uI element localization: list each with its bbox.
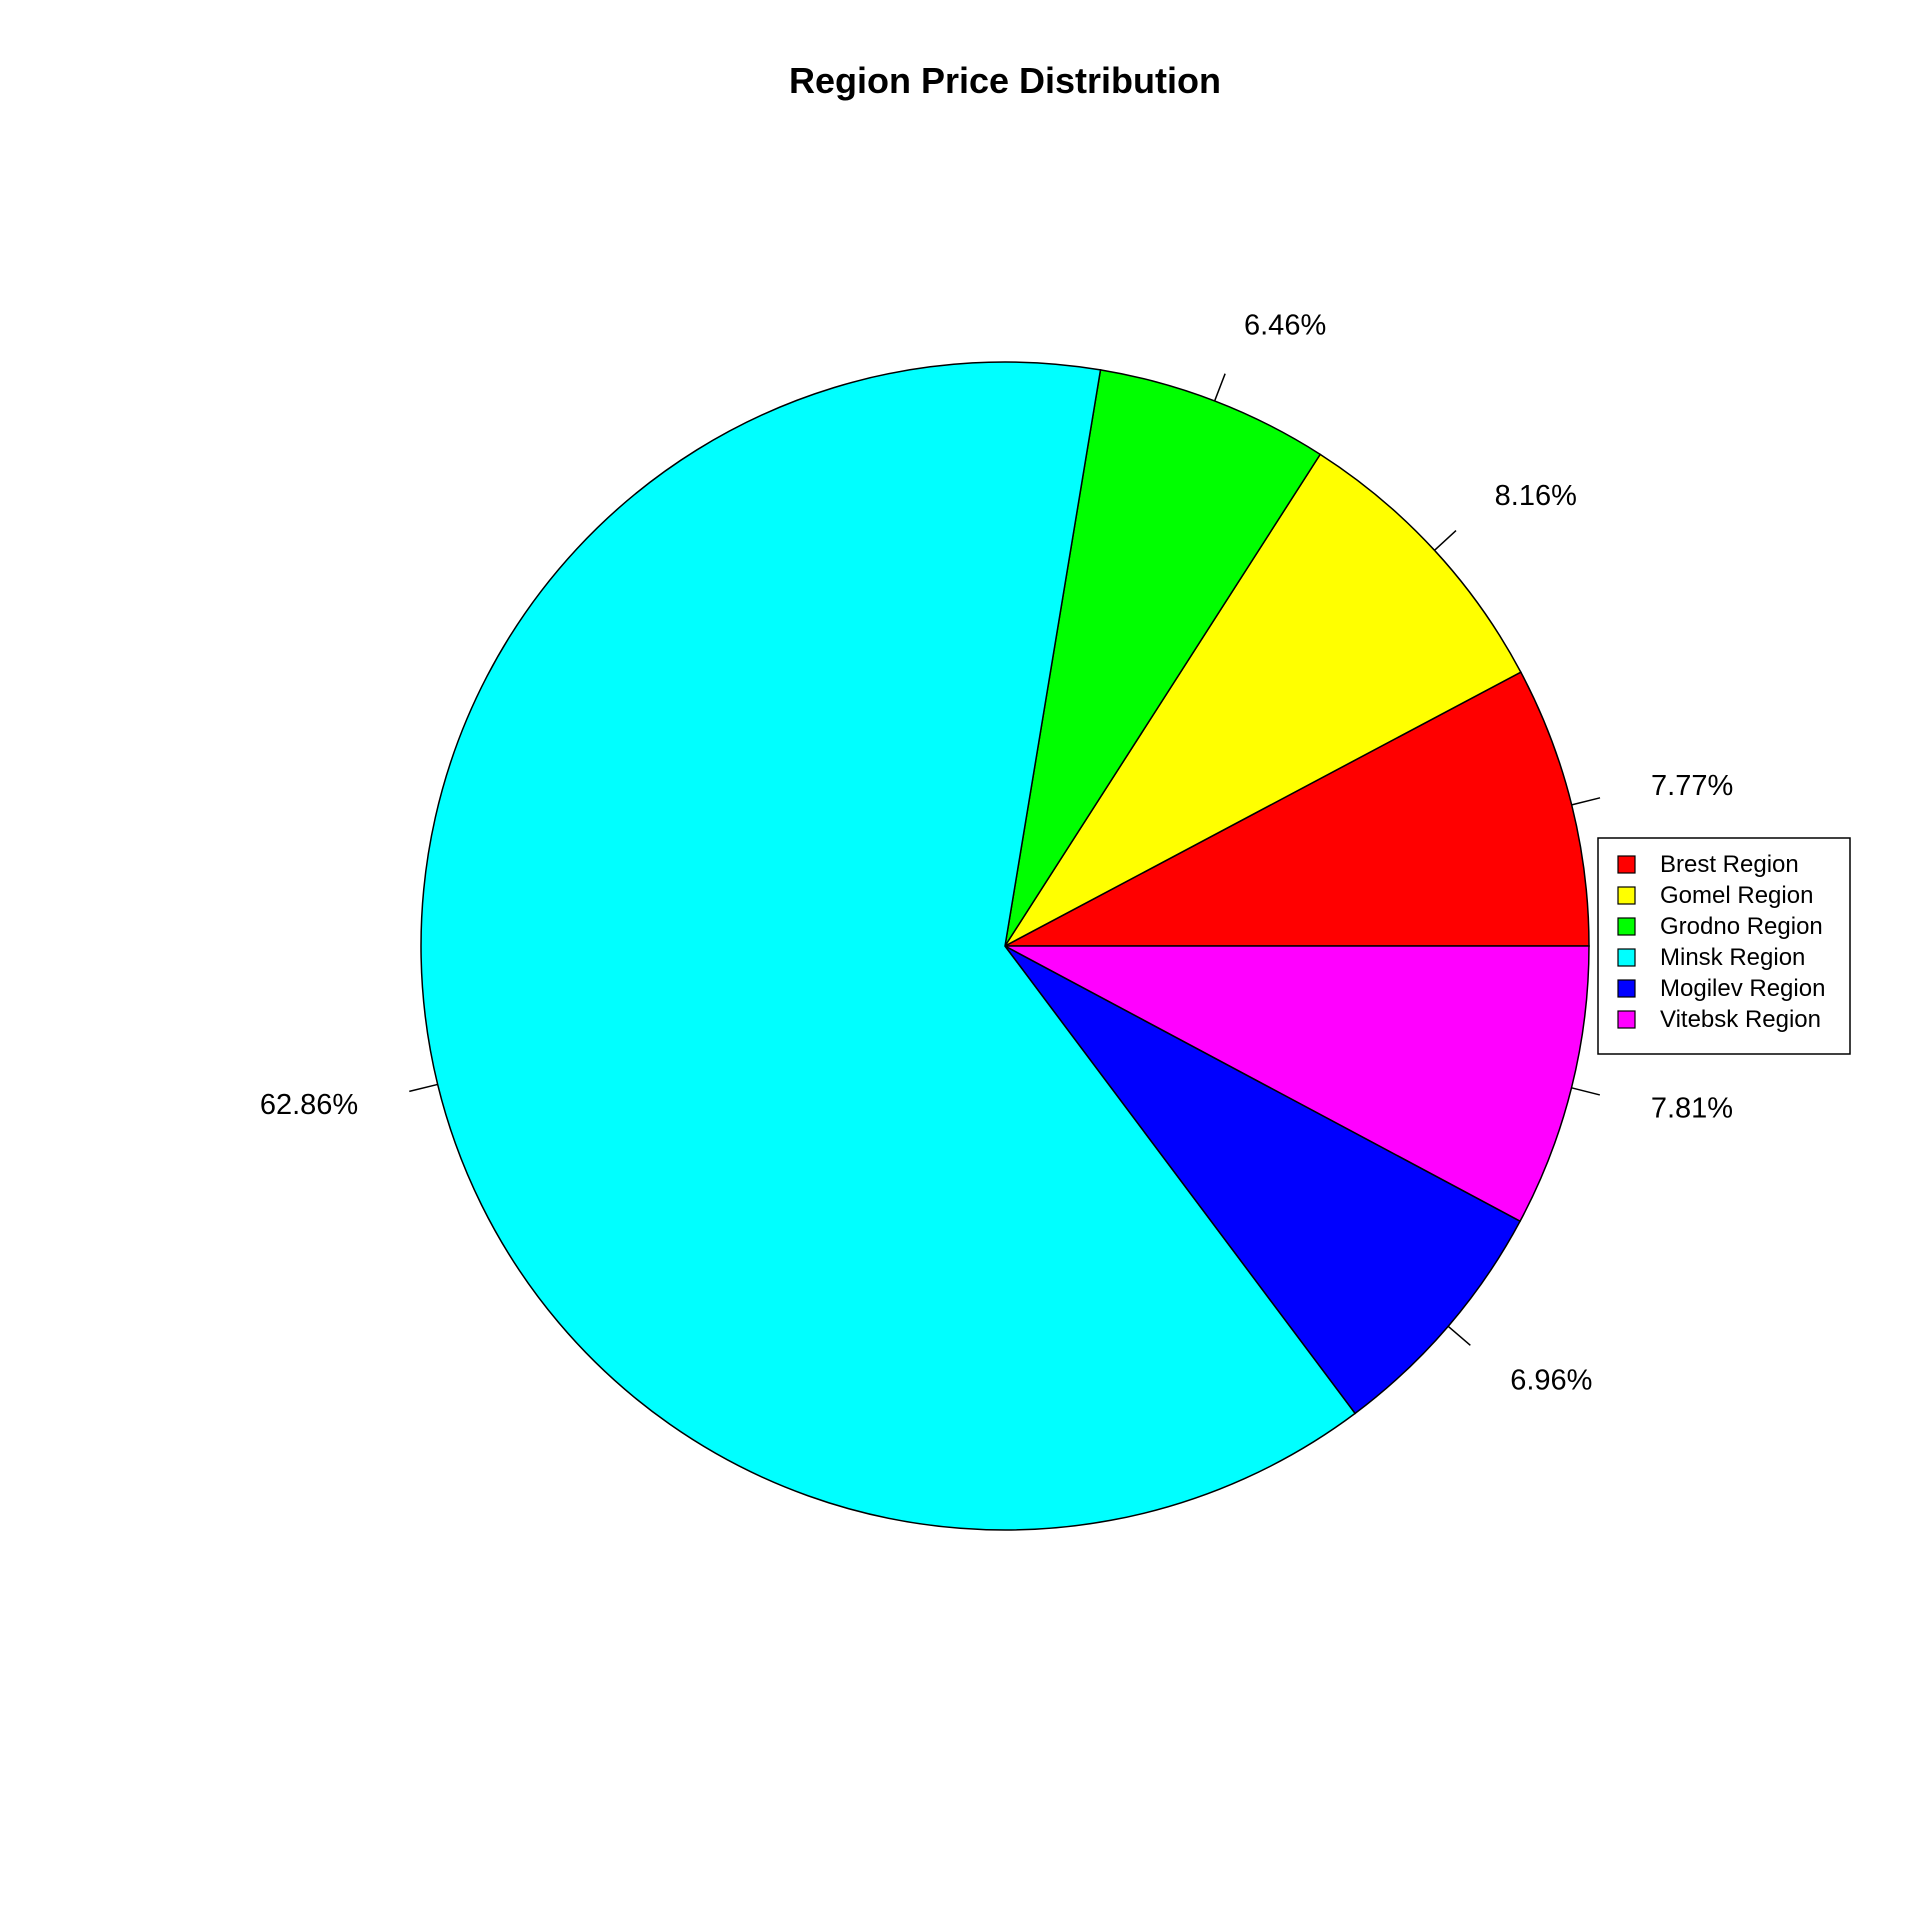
slice-label-tick	[1447, 1325, 1471, 1346]
legend-label: Grodno Region	[1660, 913, 1823, 940]
legend-label: Gomel Region	[1660, 882, 1813, 909]
slice-label-ticks	[409, 373, 1601, 1346]
legend: Brest Region Gomel Region Grodno Region Min…	[1597, 837, 1851, 1055]
legend-label: Mogilev Region	[1660, 975, 1825, 1002]
pie-slice-vitebsk-region	[1004, 945, 1590, 1223]
legend-label: Minsk Region	[1660, 944, 1805, 971]
slice-label-tick	[1213, 373, 1226, 402]
pie-slice-mogilev-region	[1004, 945, 1522, 1415]
pie-slice-gomel-region	[1002, 453, 1522, 949]
legend-swatch	[1617, 886, 1636, 905]
slice-label-tick	[409, 1083, 438, 1093]
legend-label: Vitebsk Region	[1660, 1006, 1821, 1033]
legend-swatch	[1617, 855, 1636, 874]
legend-swatch	[1617, 917, 1636, 936]
legend-label: Brest Region	[1660, 851, 1799, 878]
pie-slice-brest-region	[1004, 671, 1590, 947]
pie-slice-minsk-region	[420, 361, 1357, 1531]
chart-title: Region Price Distribution	[789, 60, 1221, 101]
slice-label-tick	[1571, 797, 1601, 806]
slice-label-tick	[1571, 1087, 1601, 1096]
slice-label: 62.86%	[260, 1089, 358, 1121]
slice-label: 8.16%	[1495, 480, 1577, 512]
slice-label: 6.46%	[1244, 310, 1326, 342]
pie-slices	[420, 361, 1590, 1531]
slice-labels: 7.77% 8.16% 6.46% 62.86% 6.96% 7.81%	[260, 310, 1733, 1397]
legend-swatch	[1617, 948, 1636, 967]
slice-label: 7.81%	[1651, 1093, 1733, 1125]
legend-box	[1597, 837, 1851, 1055]
legend-swatch	[1617, 1010, 1636, 1029]
slice-label: 7.77%	[1651, 770, 1733, 802]
slice-label-tick	[1434, 529, 1457, 551]
legend-swatch	[1617, 979, 1636, 998]
slice-label: 6.96%	[1510, 1365, 1592, 1397]
